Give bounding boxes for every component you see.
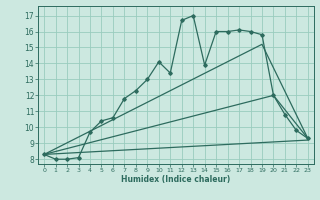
X-axis label: Humidex (Indice chaleur): Humidex (Indice chaleur) (121, 175, 231, 184)
